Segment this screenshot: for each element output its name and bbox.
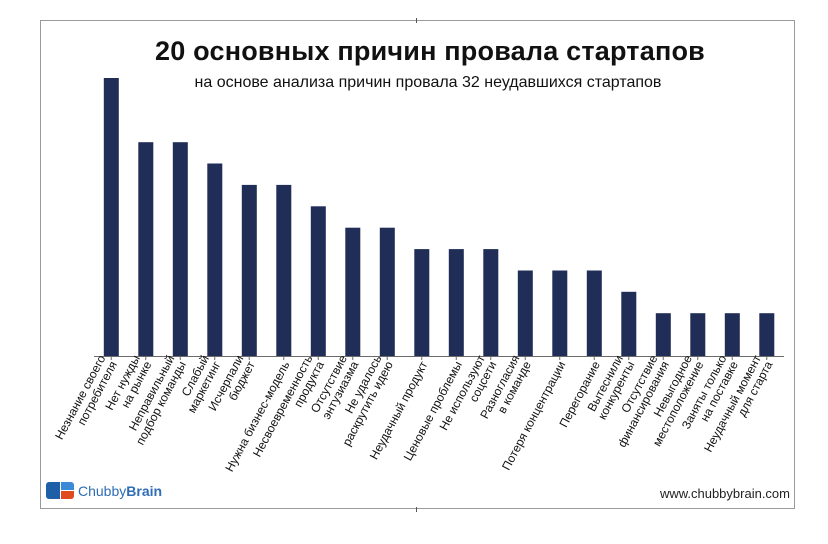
bar-13 xyxy=(517,270,533,356)
chubbybrain-logo: ChubbyBrain xyxy=(46,482,162,499)
bar-4 xyxy=(207,163,223,356)
bar-14 xyxy=(552,270,568,356)
top-tick-mark xyxy=(416,18,417,23)
bar-5 xyxy=(241,184,257,356)
bar-15 xyxy=(586,270,602,356)
bar-18 xyxy=(690,313,706,356)
bar-20 xyxy=(759,313,775,356)
bar-16 xyxy=(621,291,637,356)
bar-1 xyxy=(103,78,119,356)
bar-6 xyxy=(276,184,292,356)
bars-group xyxy=(103,78,775,356)
bar-7 xyxy=(310,206,326,356)
chart-title: 20 основных причин провала стартапов xyxy=(155,36,705,66)
bar-17 xyxy=(655,313,671,356)
bar-3 xyxy=(172,142,188,356)
bar-9 xyxy=(379,227,395,356)
bar-10 xyxy=(414,249,430,356)
site-url: www.chubbybrain.com xyxy=(659,486,790,501)
chart-subtitle: на основе анализа причин провала 32 неуд… xyxy=(194,74,662,91)
bar-8 xyxy=(345,227,361,356)
bar-2 xyxy=(138,142,154,356)
chubbybrain-logo-icon xyxy=(46,482,74,499)
logo-wordmark: ChubbyBrain xyxy=(78,482,163,499)
bottom-tick-mark xyxy=(416,507,417,512)
bar-11 xyxy=(448,249,464,356)
bar-12 xyxy=(483,249,499,356)
bar-19 xyxy=(724,313,740,356)
